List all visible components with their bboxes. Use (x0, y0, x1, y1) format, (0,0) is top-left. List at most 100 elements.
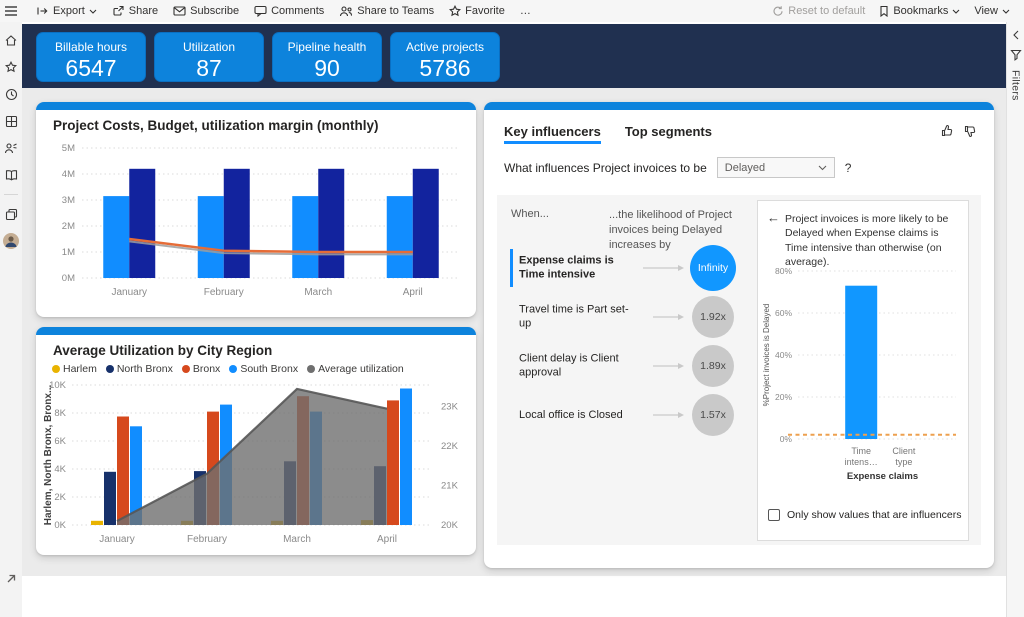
svg-text:April: April (377, 534, 397, 545)
nav-divider (4, 194, 18, 195)
influencer-factor: Client delay is Client approval (519, 352, 619, 379)
more-label: … (519, 5, 531, 17)
chevron-down-icon (952, 9, 960, 14)
report-canvas: Billable hours 6547 Utilization 87 Pipel… (22, 22, 1006, 617)
reset-icon (773, 6, 783, 16)
svg-text:4K: 4K (54, 464, 66, 475)
influence-multiplier[interactable]: 1.57x (692, 394, 734, 436)
more-options-button[interactable]: … (520, 5, 531, 17)
svg-text:22K: 22K (441, 441, 459, 452)
learn-icon[interactable] (3, 167, 19, 183)
view-button[interactable]: View (974, 5, 1010, 17)
kpi-active-projects[interactable]: Active projects 5786 (390, 32, 500, 82)
legend-item[interactable]: South Bronx (229, 363, 298, 375)
influence-multiplier[interactable]: 1.89x (692, 345, 734, 387)
filters-rail[interactable]: Filters (1006, 22, 1024, 617)
legend-dot (229, 365, 238, 373)
subscribe-button[interactable]: Subscribe (173, 5, 239, 17)
tab-top-segments[interactable]: Top segments (624, 124, 712, 139)
avatar[interactable] (3, 233, 19, 249)
influencer-bar-chart[interactable]: 0% 20% 40% 60% 80% Time intens… Client type Expen… (760, 259, 968, 508)
feedback-icons (941, 124, 978, 138)
chart-title: Average Utilization by City Region (53, 343, 273, 358)
svg-text:23K: 23K (441, 402, 459, 413)
influencers-only-filter[interactable]: Only show values that are influencers (768, 509, 962, 521)
share-icon (113, 5, 124, 16)
help-icon[interactable]: ? (844, 160, 852, 175)
kpi-pipeline-health[interactable]: Pipeline health 90 (272, 32, 382, 82)
chevron-left-icon[interactable] (1012, 30, 1019, 40)
legend-item[interactable]: Average utilization (307, 363, 404, 375)
share-button[interactable]: Share (112, 5, 158, 17)
project-costs-combo-chart[interactable]: 0M 1M 2M 3M 4M 5M January February March April (44, 138, 468, 315)
reset-to-default-button[interactable]: Reset to default (772, 5, 865, 17)
svg-text:Expense claims: Expense claims (847, 471, 918, 482)
filters-label: Filters (1009, 70, 1022, 101)
avg-utilization-chart[interactable]: 0K 2K 4K 6K 8K 10K 20K 21K 22K 23K January February… (40, 377, 472, 555)
reset-label: Reset to default (788, 5, 866, 17)
goals-icon[interactable] (3, 140, 19, 156)
legend-dot (105, 365, 114, 373)
svg-text:60%: 60% (775, 308, 792, 318)
thumb-down-icon[interactable] (964, 124, 978, 138)
export-label: Export (53, 5, 85, 17)
home-icon[interactable] (3, 32, 19, 48)
svg-text:21K: 21K (441, 481, 459, 492)
create-icon[interactable] (3, 113, 19, 129)
bookmarks-button[interactable]: Bookmarks (879, 5, 960, 17)
ki-question-row: What influences Project invoices to be D… (504, 157, 851, 178)
influence-multiplier[interactable]: 1.92x (692, 296, 734, 338)
legend-item[interactable]: Bronx (181, 363, 221, 375)
svg-text:March: March (283, 534, 311, 545)
legend-item[interactable]: Harlem (52, 363, 97, 375)
svg-text:8K: 8K (54, 408, 66, 419)
legend-label: Bronx (192, 363, 221, 375)
svg-text:6K: 6K (54, 436, 66, 447)
ki-panel: When... ...the likelihood of Project inv… (497, 195, 981, 545)
svg-text:2K: 2K (54, 492, 66, 503)
question-prefix: What influences Project invoices to be (504, 160, 707, 175)
tab-key-influencers[interactable]: Key influencers (504, 124, 601, 144)
expand-icon[interactable] (5, 572, 17, 590)
svg-text:80%: 80% (775, 266, 792, 276)
selection-bar (510, 249, 513, 287)
influence-target-dropdown[interactable]: Delayed (716, 157, 835, 178)
back-arrow[interactable]: ← (767, 210, 780, 225)
avg-utilization-chart-card: Average Utilization by City Region Harle… (36, 327, 476, 555)
svg-text:5M: 5M (62, 143, 75, 154)
favorite-button[interactable]: Favorite (449, 5, 505, 17)
influencer-row[interactable]: Local office is Closed 1.57x (497, 393, 749, 437)
checkbox[interactable] (768, 509, 780, 521)
kpi-value: 6547 (65, 55, 117, 81)
svg-text:3M: 3M (62, 195, 75, 206)
subscribe-label: Subscribe (190, 5, 240, 17)
legend-item[interactable]: North Bronx (105, 363, 173, 375)
influencer-row[interactable]: Client delay is Client approval 1.89x (497, 344, 749, 388)
export-button[interactable]: Export (36, 5, 97, 17)
envelope-icon (173, 6, 186, 16)
influencer-detail-panel: ← Project invoices is more likely to be … (757, 200, 969, 541)
svg-text:10K: 10K (49, 380, 67, 391)
kpi-label: Utilization (182, 40, 236, 54)
kpi-billable-hours[interactable]: Billable hours 6547 (36, 32, 146, 82)
svg-text:20K: 20K (441, 520, 459, 531)
card-accent-strip (36, 327, 476, 335)
favorites-icon[interactable] (3, 59, 19, 75)
comments-button[interactable]: Comments (254, 5, 324, 17)
share-to-teams-button[interactable]: Share to Teams (339, 5, 434, 17)
svg-text:February: February (187, 534, 227, 545)
recent-icon[interactable] (3, 86, 19, 102)
svg-text:Harlem, North Bronx, Bronx...: Harlem, North Bronx, Bronx... (43, 384, 54, 525)
svg-text:1M: 1M (62, 247, 75, 258)
card-accent-strip (36, 102, 476, 110)
influencer-row[interactable]: Expense claims is Time intensive Infinit… (497, 245, 749, 291)
view-label: View (974, 5, 998, 17)
card-accent-strip (484, 102, 994, 110)
thumb-up-icon[interactable] (941, 124, 955, 138)
legend-dot (181, 365, 190, 373)
menu-icon[interactable] (0, 5, 22, 17)
influencer-row[interactable]: Travel time is Part set-up 1.92x (497, 295, 749, 339)
kpi-utilization[interactable]: Utilization 87 (154, 32, 264, 82)
workspaces-icon[interactable] (3, 206, 19, 222)
influence-multiplier[interactable]: Infinity (690, 245, 736, 291)
